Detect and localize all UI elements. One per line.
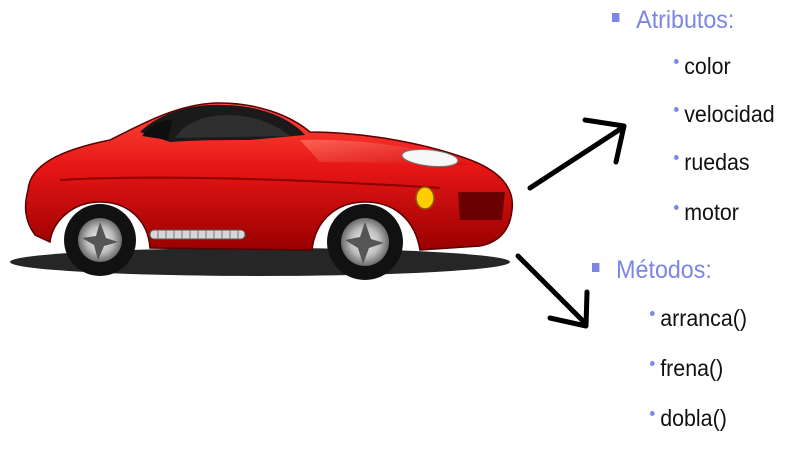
arrow-to-methods-icon bbox=[515, 253, 590, 329]
methods-heading: Métodos: bbox=[592, 256, 712, 285]
square-bullet-icon bbox=[612, 12, 620, 22]
red-sports-car-icon bbox=[10, 102, 514, 280]
bullet-icon bbox=[650, 411, 655, 417]
bullet-icon bbox=[650, 361, 655, 367]
car-illustration bbox=[0, 70, 520, 290]
method-label: dobla() bbox=[660, 405, 727, 431]
methods-title: Métodos: bbox=[616, 256, 712, 284]
arrow-to-attributes-icon bbox=[527, 117, 627, 191]
bullet-icon bbox=[674, 59, 679, 65]
attribute-item-color: color bbox=[674, 53, 731, 80]
attribute-label: ruedas bbox=[684, 149, 750, 175]
bullet-icon bbox=[674, 155, 679, 161]
attribute-label: velocidad bbox=[684, 101, 775, 127]
method-item-arranca: arranca() bbox=[650, 305, 747, 332]
attributes-heading: Atributos: bbox=[612, 6, 734, 35]
bullet-icon bbox=[674, 107, 679, 113]
bullet-icon bbox=[650, 311, 655, 317]
attribute-label: motor bbox=[684, 199, 739, 225]
attribute-item-ruedas: ruedas bbox=[674, 149, 750, 176]
method-label: frena() bbox=[660, 355, 724, 381]
attribute-label: color bbox=[684, 53, 731, 79]
square-bullet-icon bbox=[592, 262, 600, 272]
method-item-frena: frena() bbox=[650, 355, 723, 382]
attribute-item-motor: motor bbox=[674, 199, 739, 226]
method-item-dobla: dobla() bbox=[650, 405, 727, 432]
attribute-item-velocidad: velocidad bbox=[674, 101, 775, 128]
attributes-title: Atributos: bbox=[636, 6, 735, 34]
method-label: arranca() bbox=[660, 305, 748, 331]
bullet-icon bbox=[674, 205, 679, 211]
